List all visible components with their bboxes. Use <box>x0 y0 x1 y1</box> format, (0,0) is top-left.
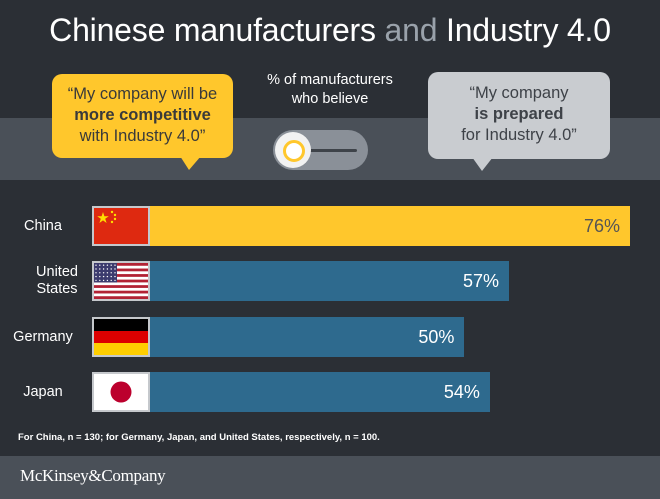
bar-china <box>146 206 630 246</box>
category-label-united-states: United States <box>36 264 78 297</box>
bar-chart: China 76% United States 57% Germany 50% Japan 5… <box>0 190 660 430</box>
flag-japan-icon <box>92 372 150 412</box>
category-label-china: China <box>24 217 62 234</box>
bar-japan <box>146 372 490 412</box>
value-label-japan: 54% <box>443 382 480 402</box>
toggle-knob[interactable] <box>275 132 311 168</box>
bubble-right-line1: “My company <box>469 84 569 102</box>
flag-china-icon <box>92 206 150 246</box>
speech-bubble-competitive: “My company will be more competitive wit… <box>52 74 233 170</box>
title-end: Industry 4.0 <box>446 12 611 48</box>
category-label-japan: Japan <box>23 383 63 400</box>
bubble-left-line1: “My company will be <box>67 85 218 103</box>
bubble-left-line2: more competitive <box>74 106 211 124</box>
title-connector: and <box>384 12 438 48</box>
toggle-switch[interactable] <box>273 130 368 170</box>
bubble-right-line2: is prepared <box>474 105 564 123</box>
toggle-label-line2: who believe <box>291 91 369 107</box>
footnote: For China, n = 130; for Germany, Japan, … <box>18 432 380 443</box>
value-label-united-states: 57% <box>462 271 499 291</box>
mckinsey-logo: McKinsey&Company <box>20 466 166 485</box>
value-label-china: 76% <box>583 216 620 236</box>
toggle-label: % of manufacturers who believe <box>255 71 405 109</box>
flag-united-states-icon <box>92 261 150 301</box>
bar-germany <box>146 317 465 357</box>
bubble-left-line3: with Industry 4.0” <box>79 127 206 145</box>
flag-germany-icon <box>92 317 150 357</box>
bubble-right-tail <box>472 157 493 171</box>
speech-bubble-prepared: “My company is prepared for Industry 4.0… <box>428 72 610 171</box>
page-title: Chinese manufacturers and Industry 4.0 <box>0 12 660 49</box>
title-main: Chinese manufacturers <box>49 12 376 48</box>
bubble-right-line3: for Industry 4.0” <box>461 126 577 144</box>
bubble-left-tail <box>180 156 201 170</box>
toggle-label-line1: % of manufacturers <box>267 72 393 88</box>
toggle-track-line <box>303 149 357 152</box>
bar-united-states <box>146 261 509 301</box>
category-label-germany: Germany <box>13 328 73 345</box>
toggle-knob-ring-icon <box>283 140 305 162</box>
value-label-germany: 50% <box>418 327 455 347</box>
footer-band <box>0 456 660 499</box>
